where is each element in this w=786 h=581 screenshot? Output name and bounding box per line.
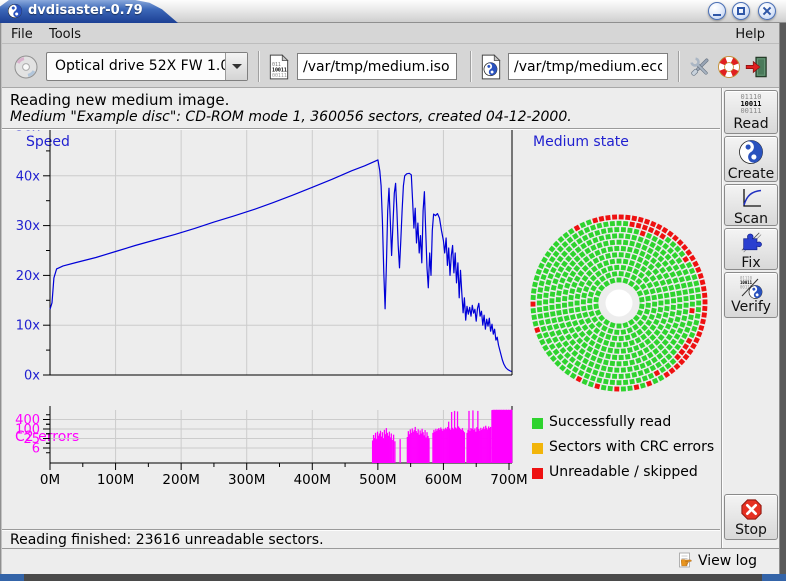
exit-door-icon[interactable] [744,54,770,80]
read-button[interactable]: 01110 10011 00111 Read [724,90,778,134]
drive-select-value: Optical drive 52X FW 1.02 [55,58,239,74]
menubar: File Tools Help [0,24,786,44]
speed-chart-title: Speed [26,134,70,150]
svg-text:10011: 10011 [272,67,287,73]
cd-drive-icon [14,55,38,79]
svg-text:6: 6 [32,442,40,457]
titlebar[interactable]: dvdisaster-0.79 [0,0,786,23]
toolbar: Optical drive 52X FW 1.02 011 10011 0011… [0,45,786,88]
svg-text:100M: 100M [97,472,134,488]
preferences-tools-icon[interactable] [687,54,713,80]
svg-text:200M: 200M [162,472,199,488]
svg-text:100: 100 [15,423,40,438]
svg-text:600M: 600M [425,472,462,488]
window-border-right [779,23,786,574]
help-lifesaver-icon[interactable] [716,54,742,80]
app-icon [7,3,23,19]
svg-text:30x: 30x [16,219,41,234]
window-title: dvdisaster-0.79 [28,3,143,18]
svg-text:011: 011 [272,62,281,68]
medium-state-disc [530,214,708,392]
maximize-button[interactable] [732,2,750,20]
view-log-button[interactable]: ☛ View log [679,552,757,571]
maximize-icon [737,7,745,15]
svg-text:700M: 700M [490,472,527,488]
view-log-hand-icon: ☛ [679,552,693,571]
toolbar-separator [678,51,680,82]
window-border-bottom [0,574,786,581]
menu-file[interactable]: File [11,27,33,42]
minimize-icon [713,14,721,16]
svg-text:50x: 50x [16,130,41,135]
legend: Successfully read Sectors with CRC error… [532,414,722,489]
minimize-button[interactable] [708,2,726,20]
legend-item: Sectors with CRC errors [532,439,722,464]
stop-icon [740,499,762,520]
svg-text:0M: 0M [40,472,60,488]
status-line: Reading finished: 23616 unreadable secto… [10,532,324,548]
ecc-file-icon [481,54,501,80]
legend-swatch-crc [532,443,543,454]
svg-text:01110: 01110 [740,276,753,281]
legend-item: Unreadable / skipped [532,464,722,489]
read-icon: 01110 10011 00111 [740,93,762,115]
svg-text:20x: 20x [16,269,41,284]
legend-swatch-good [532,418,543,429]
svg-text:10x: 10x [16,319,41,334]
drive-select[interactable]: Optical drive 52X FW 1.02 [46,52,248,81]
svg-text:0x: 0x [24,369,40,384]
menu-tools[interactable]: Tools [49,27,82,42]
toolbar-separator [470,51,472,82]
svg-text:00111: 00111 [272,73,287,79]
medium-state-title: Medium state [533,134,629,150]
toolbar-separator [258,51,260,82]
svg-text:400: 400 [15,413,40,428]
verify-button[interactable]: 01110 10011 00111 Verify [724,272,778,318]
svg-text:☛: ☛ [680,556,693,571]
legend-swatch-bad [532,468,543,479]
iso-file-icon: 011 10011 00111 [269,54,289,80]
svg-text:40x: 40x [16,169,41,184]
svg-text:300M: 300M [228,472,265,488]
close-button[interactable] [758,2,776,20]
stop-button[interactable]: Stop [724,494,778,540]
scan-button[interactable]: Scan [724,184,778,227]
chevron-down-icon[interactable] [225,53,247,80]
svg-text:00111: 00111 [740,285,753,290]
c2-chart-title: C2 errors [15,429,80,445]
legend-item: Successfully read [532,414,722,439]
menu-help[interactable]: Help [735,27,765,42]
resize-corner-right[interactable] [762,574,786,581]
titlebar-tab[interactable]: dvdisaster-0.79 [0,0,178,23]
status-heading: Reading new medium image. [10,91,230,109]
separator [2,529,720,531]
create-button[interactable]: Create [724,136,778,182]
separator [2,128,720,130]
svg-text:25: 25 [23,432,40,447]
medium-info: Medium "Example disc": CD-ROM mode 1, 36… [10,109,572,125]
sidebar-separator [721,88,723,548]
ecc-path-input[interactable] [508,53,668,80]
svg-text:500M: 500M [359,472,396,488]
fix-icon [741,232,762,253]
svg-text:400M: 400M [294,472,331,488]
resize-corner-left[interactable] [0,574,24,581]
create-icon [739,140,763,164]
fix-button[interactable]: Fix [724,228,778,271]
iso-path-input[interactable] [297,53,457,80]
bottom-bar: ☛ View log [2,549,779,574]
verify-icon: 01110 10011 00111 [740,276,763,299]
scan-icon [743,189,762,207]
window-border-left [0,23,2,574]
main-panel: Reading new medium image. Medium "Exampl… [2,88,779,574]
svg-text:10011: 10011 [740,280,753,285]
